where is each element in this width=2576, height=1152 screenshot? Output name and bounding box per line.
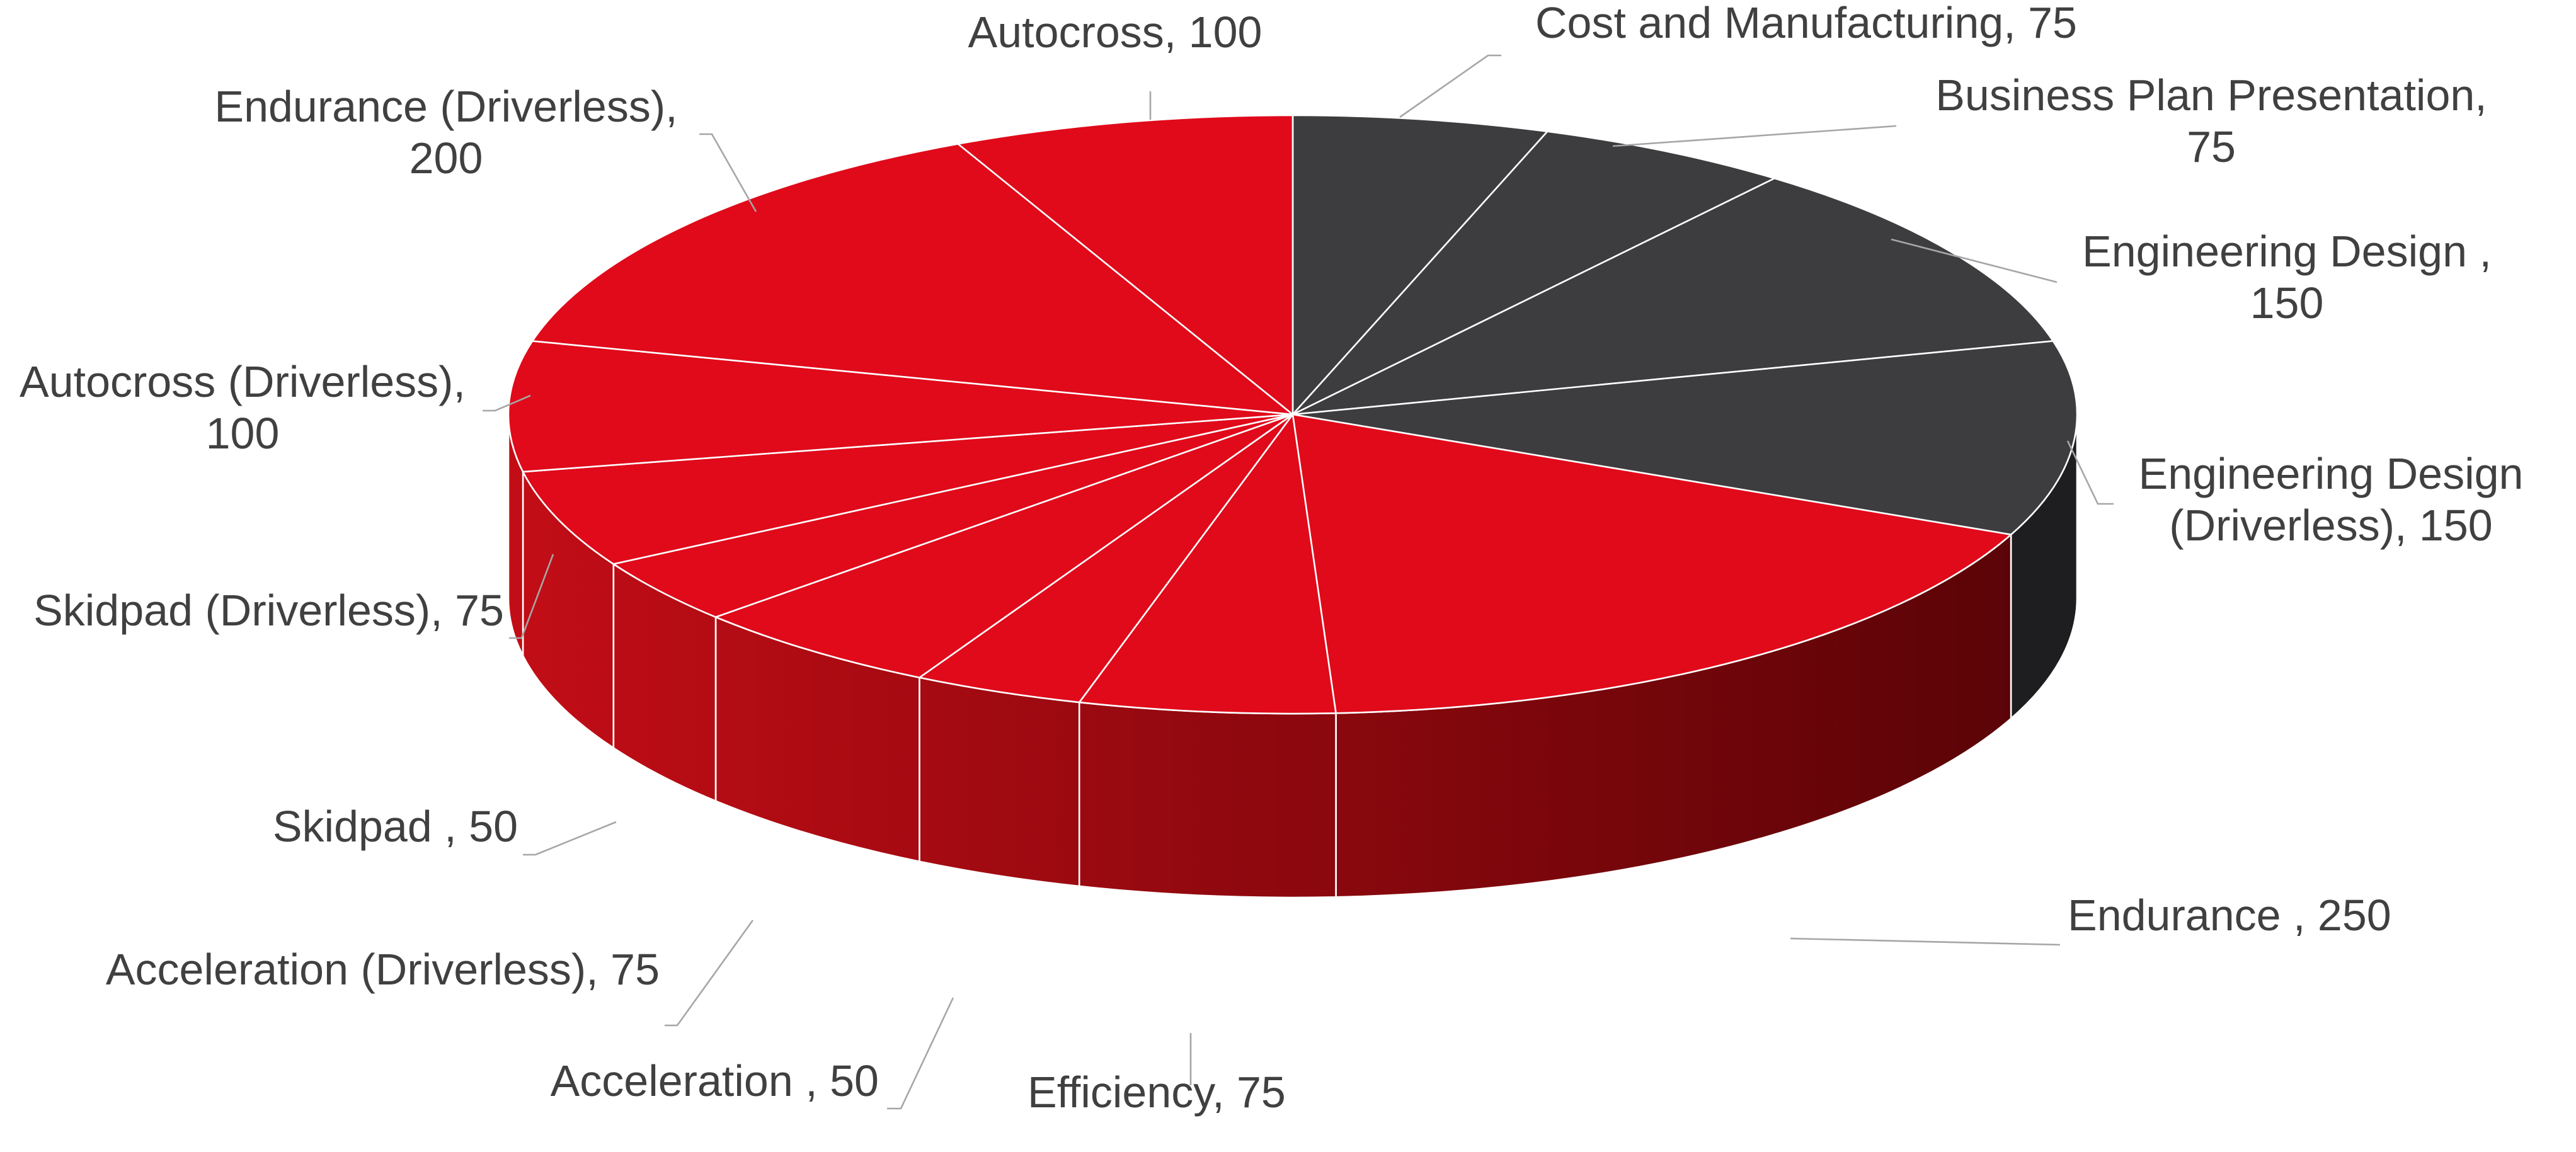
- data-label-cost-and-manufacturing: Cost and Manufacturing, 75: [1535, 0, 2077, 47]
- data-label-engineering-design: Engineering Design , 150: [2082, 227, 2492, 328]
- data-label-skidpad-driverless: Skidpad (Driverless), 75: [33, 586, 504, 635]
- data-label-line: Efficiency, 75: [1028, 1068, 1286, 1117]
- data-label-line: 100: [206, 409, 280, 458]
- leader-line-acceleration: [887, 997, 954, 1110]
- slice-side-acceleration: [919, 676, 1080, 887]
- leader-line-engineering-design-driverless: [2066, 440, 2114, 505]
- data-label-autocross: Autocross, 100: [968, 8, 1262, 57]
- data-label-line: Skidpad , 50: [273, 802, 518, 851]
- data-label-engineering-design-driverless: Engineering Design (Driverless), 150: [2139, 449, 2524, 550]
- data-label-autocross-driverless: Autocross (Driverless), 100: [20, 357, 466, 458]
- leader-line-cost-and-manufacturing: [1399, 54, 1501, 118]
- data-label-line: Cost and Manufacturing, 75: [1535, 0, 2077, 47]
- data-label-acceleration: Acceleration , 50: [551, 1056, 879, 1105]
- leader-line-skidpad-driverless: [509, 554, 554, 639]
- data-label-business-plan-presentation: Business Plan Presentation, 75: [1935, 71, 2487, 171]
- data-label-line: (Driverless), 150: [2169, 501, 2492, 550]
- data-label-line: 200: [409, 134, 483, 183]
- data-label-line: Skidpad (Driverless), 75: [33, 586, 504, 635]
- leader-lines: [483, 54, 2114, 1110]
- slice-engineering-design-driverless: [1291, 340, 2078, 536]
- leader-line-autocross-driverless: [483, 394, 531, 412]
- slice-efficiency: [1078, 413, 1337, 715]
- pie-sides: [507, 414, 2078, 899]
- slice-endurance: [1291, 413, 2012, 714]
- slice-skidpad-driverless: [522, 413, 1294, 565]
- data-label-efficiency: Efficiency, 75: [1028, 1068, 1286, 1117]
- slice-cost-and-manufacturing: [1291, 114, 1548, 416]
- slice-autocross: [957, 114, 1294, 416]
- data-label-line: Endurance (Driverless),: [214, 82, 677, 131]
- data-label-line: Engineering Design ,: [2082, 227, 2492, 276]
- data-label-line: Autocross (Driverless),: [20, 357, 466, 406]
- data-label-line: Endurance , 250: [2068, 891, 2391, 940]
- data-label-line: 150: [2250, 278, 2324, 328]
- data-label-skidpad: Skidpad , 50: [273, 802, 518, 851]
- slice-skidpad: [612, 413, 1294, 619]
- leader-line-business-plan-presentation: [1612, 125, 1897, 147]
- data-label-endurance-driverless: Endurance (Driverless), 200: [214, 82, 677, 183]
- data-label-acceleration-driverless: Acceleration (Driverless), 75: [106, 945, 660, 994]
- leader-line-endurance-driverless: [699, 133, 757, 212]
- slice-acceleration: [919, 413, 1294, 704]
- data-label-line: Engineering Design: [2139, 449, 2524, 498]
- data-label-line: Acceleration (Driverless), 75: [106, 945, 660, 994]
- leader-line-skidpad: [523, 821, 617, 856]
- data-labels: Cost and Manufacturing, 75 Business Plan …: [20, 0, 2523, 1117]
- data-label-line: 75: [2187, 122, 2236, 171]
- slice-acceleration-driverless: [714, 413, 1294, 679]
- pie-slices: [507, 114, 2078, 715]
- data-label-endurance: Endurance , 250: [2068, 891, 2391, 940]
- leader-line-endurance: [1790, 937, 2061, 946]
- leader-line-acceleration-driverless: [665, 920, 754, 1027]
- slice-business-plan-presentation: [1291, 130, 1775, 416]
- slice-side-efficiency: [1078, 701, 1337, 899]
- leader-line-engineering-design: [1891, 238, 2058, 283]
- data-label-line: Autocross, 100: [968, 8, 1262, 57]
- data-label-line: Acceleration , 50: [551, 1056, 879, 1105]
- data-label-line: Business Plan Presentation,: [1935, 71, 2487, 120]
- slice-autocross-driverless: [507, 340, 1294, 473]
- slice-engineering-design: [1291, 177, 2054, 416]
- slice-endurance-driverless: [531, 143, 1294, 416]
